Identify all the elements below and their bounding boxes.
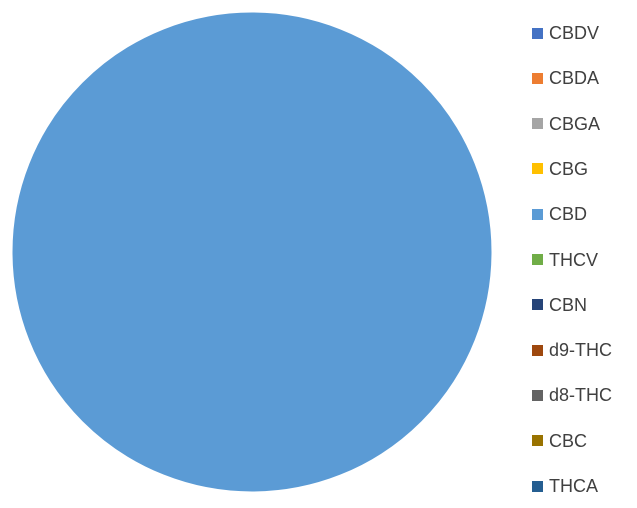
legend-label: CBGA <box>549 113 601 134</box>
legend-label: CBN <box>549 294 588 315</box>
legend-label: CBC <box>549 430 588 451</box>
legend-label: CBDA <box>549 68 600 89</box>
legend-label: CBDV <box>549 23 600 43</box>
legend-swatch-d8-thc <box>532 389 543 401</box>
legend-label: d8-THC <box>549 385 613 406</box>
legend-swatch-cbn <box>532 299 543 311</box>
legend-item-cbn: CBN <box>532 294 587 316</box>
legend-item-cbdv: CBDV <box>532 22 599 44</box>
legend-swatch-cbd <box>532 208 543 220</box>
legend-label: d9-THC <box>549 340 613 361</box>
legend-item-thcv: THCV <box>532 249 598 271</box>
legend-swatch-cbg <box>532 163 543 175</box>
legend-item-thca: THCA <box>532 475 598 497</box>
legend-label: THCV <box>549 249 598 270</box>
legend-item-cbg: CBG <box>532 158 588 180</box>
legend-item-d9-thc: d9-THC <box>532 339 612 361</box>
legend-item-cbc: CBC <box>532 430 587 452</box>
legend-label: THCA <box>549 476 598 496</box>
legend-swatch-thca <box>532 480 543 492</box>
legend-item-cbga: CBGA <box>532 113 600 135</box>
legend-label: CBG <box>549 158 589 179</box>
legend-swatch-cbc <box>532 435 543 447</box>
legend-swatch-cbda <box>532 72 543 84</box>
legend-item-d8-thc: d8-THC <box>532 384 612 406</box>
legend-swatch-d9-thc <box>532 344 543 356</box>
legend-swatch-cbga <box>532 118 543 130</box>
legend: CBDV CBDA CBGA CBG CBD THCV CBN d9-THC d8-THC CBC… <box>520 8 635 500</box>
legend-label: CBD <box>549 204 588 225</box>
legend-item-cbda: CBDA <box>532 67 599 89</box>
pie-slice-cbd <box>11 11 493 493</box>
legend-swatch-thcv <box>532 254 543 265</box>
legend-item-cbd: CBD <box>532 203 587 225</box>
legend-swatch-cbdv <box>532 27 543 39</box>
